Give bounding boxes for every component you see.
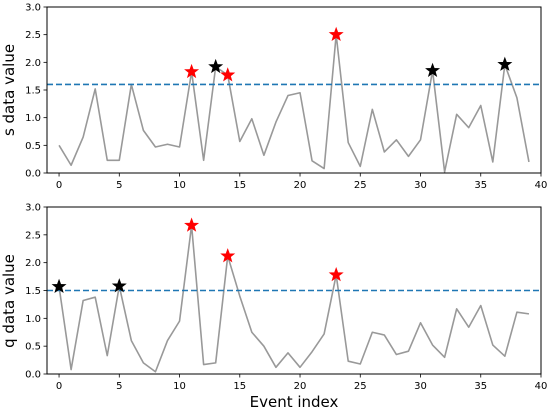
- top-marker-star-red: [220, 67, 236, 82]
- x-axis-label: Event index: [250, 393, 339, 411]
- top-x-tick-label: 25: [354, 180, 367, 191]
- bottom-marker-star-black: [111, 278, 127, 293]
- top-x-tick-label: 5: [116, 180, 122, 191]
- bottom-x-tick-label: 0: [56, 381, 62, 392]
- bottom-subplot: q data value Event index 0 5 10 15 20 25 30 35 4…: [0, 203, 547, 412]
- top-data-series-line: [58, 33, 530, 173]
- bottom-y-tick-label: 0.5: [25, 342, 41, 353]
- top-y-tick-label: 2.5: [25, 30, 41, 41]
- top-y-tick-label: 0.5: [25, 141, 41, 152]
- bottom-y-tick-label: 2.5: [25, 230, 41, 241]
- top-marker-star-black: [497, 56, 513, 71]
- bottom-y-axis-label: q data value: [0, 254, 18, 348]
- top-x-tick-label: 15: [233, 180, 246, 191]
- top-subplot: s data value 0 5 10 15 20 25 30 35 40 0.0 0.5 1.0 1.…: [0, 3, 547, 192]
- bottom-x-tick-label: 40: [535, 381, 548, 392]
- bottom-x-tick-label: 25: [354, 381, 367, 392]
- bottom-y-tick-label: 1.5: [25, 286, 41, 297]
- top-x-tick-label: 20: [294, 180, 307, 191]
- bottom-x-tick-label: 5: [116, 381, 122, 392]
- top-x-tick-label: 10: [173, 180, 186, 191]
- bottom-x-tick-label: 30: [414, 381, 427, 392]
- top-y-tick-label: 1.5: [25, 86, 41, 97]
- top-marker-star-black: [208, 58, 224, 74]
- top-marker-star-red: [328, 26, 344, 42]
- bottom-marker-star-red: [328, 267, 344, 282]
- top-x-tick-label: 40: [535, 180, 548, 191]
- bottom-x-tick-label: 15: [233, 381, 246, 392]
- top-x-tick-label: 0: [56, 180, 62, 191]
- top-x-tick-label: 35: [474, 180, 487, 191]
- bottom-marker-star-red: [184, 217, 200, 232]
- bottom-marker-star-black: [51, 278, 67, 293]
- top-y-tick-label: 2.0: [25, 58, 41, 69]
- bottom-y-tick-label: 1.0: [25, 314, 41, 325]
- bottom-x-tick-label: 20: [294, 381, 307, 392]
- top-x-tick-label: 30: [414, 180, 427, 191]
- bottom-data-series-line: [58, 224, 530, 373]
- bottom-marker-star-red: [220, 248, 236, 263]
- top-y-tick-label: 1.0: [25, 113, 41, 124]
- top-marker-star-red: [184, 63, 200, 79]
- bottom-y-tick-label: 2.0: [25, 258, 41, 269]
- top-y-axis-label: s data value: [0, 44, 18, 136]
- bottom-x-tick-label: 10: [173, 381, 186, 392]
- bottom-x-tick-label: 35: [474, 381, 487, 392]
- top-marker-star-black: [425, 62, 441, 78]
- top-y-tick-label: 3.0: [25, 3, 41, 14]
- top-y-tick-label: 0.0: [25, 169, 41, 180]
- bottom-y-tick-label: 0.0: [25, 370, 41, 381]
- bottom-y-tick-label: 3.0: [25, 203, 41, 214]
